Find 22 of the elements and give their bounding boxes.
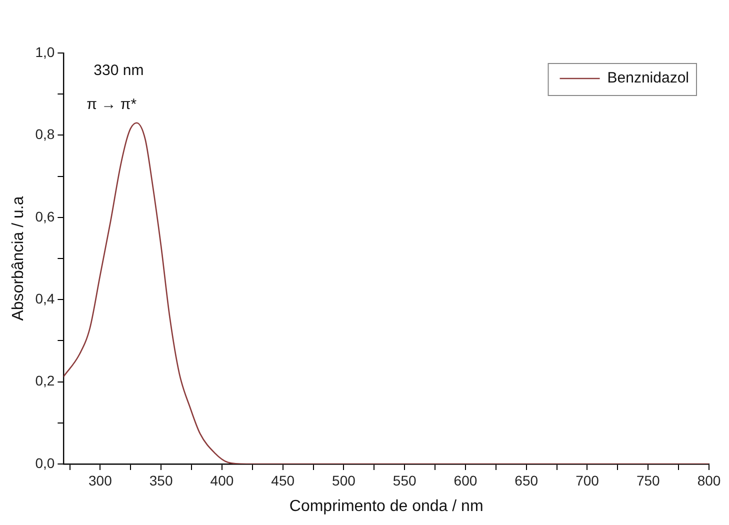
x-tick-label: 700 [576,472,600,488]
y-tick-label: 0,0 [35,454,55,471]
x-tick-label: 500 [332,472,356,488]
y-tick-label: 0,4 [35,290,55,306]
x-tick-label: 800 [697,472,721,488]
y-tick-label: 0,2 [35,372,55,389]
x-tick-label: 550 [392,472,416,488]
y-axis-title: Absorbância / u.a [10,196,28,321]
x-axis-title: Comprimento de onda / nm [289,498,484,515]
x-tick-label: 400 [210,472,234,488]
legend-label: Benznidazol [607,70,690,87]
y-tick-label: 1,0 [35,44,55,60]
x-tick-label: 300 [88,472,112,488]
x-tick-label: 450 [271,472,295,488]
y-tick-label: 0,6 [35,208,55,224]
x-tick-label: 750 [636,472,660,488]
y-tick-label: 0,8 [35,126,55,142]
x-tick-label: 600 [454,472,478,488]
annotation: π → π* [86,96,137,114]
x-tick-label: 350 [149,472,173,488]
annotation: 330 nm [94,62,144,80]
x-tick-label: 650 [514,472,538,488]
